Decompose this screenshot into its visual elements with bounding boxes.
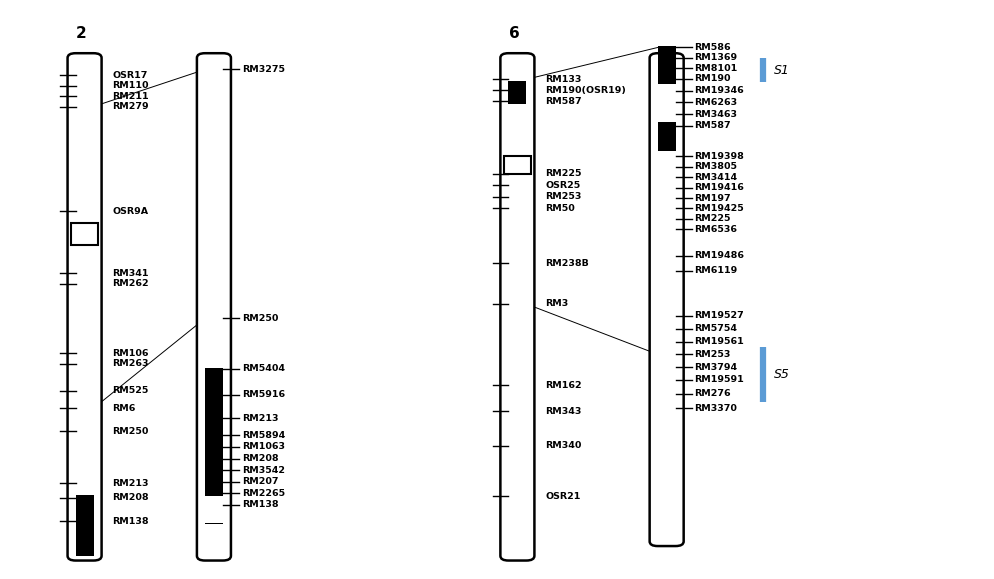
- Text: RM340: RM340: [545, 441, 581, 450]
- Text: RM276: RM276: [694, 389, 731, 398]
- Text: RM3542: RM3542: [242, 466, 284, 475]
- Text: RM3794: RM3794: [694, 362, 737, 372]
- Text: RM208: RM208: [242, 454, 278, 463]
- Bar: [205, 368, 223, 524]
- FancyBboxPatch shape: [500, 53, 534, 560]
- Text: RM50: RM50: [545, 204, 575, 213]
- Text: RM343: RM343: [545, 406, 581, 416]
- Text: RM525: RM525: [112, 386, 149, 395]
- Text: S1: S1: [773, 64, 789, 76]
- Text: RM110: RM110: [112, 81, 149, 90]
- Text: RM5916: RM5916: [242, 390, 284, 400]
- Text: RM6536: RM6536: [694, 225, 737, 234]
- Text: RM250: RM250: [112, 427, 149, 436]
- Text: RM5404: RM5404: [242, 364, 284, 373]
- Text: RM3414: RM3414: [694, 173, 737, 182]
- Text: RM3275: RM3275: [242, 65, 284, 74]
- Text: RM211: RM211: [112, 91, 149, 101]
- Bar: [657, 122, 675, 151]
- Text: RM2265: RM2265: [242, 489, 284, 498]
- Text: RM253: RM253: [694, 350, 731, 359]
- Text: RM225: RM225: [694, 214, 731, 223]
- Text: RM1369: RM1369: [694, 53, 737, 63]
- Text: RM586: RM586: [694, 43, 731, 52]
- Text: RM1063: RM1063: [242, 442, 284, 452]
- Text: RM3: RM3: [545, 299, 568, 309]
- Bar: [657, 84, 675, 122]
- Bar: [504, 156, 531, 174]
- Text: RM8101: RM8101: [694, 64, 737, 73]
- Bar: [508, 81, 526, 104]
- Text: RM190(OSR19): RM190(OSR19): [545, 86, 625, 95]
- Text: RM106: RM106: [112, 349, 149, 358]
- Text: RM587: RM587: [545, 97, 581, 106]
- FancyBboxPatch shape: [649, 53, 683, 546]
- Text: RM587: RM587: [694, 121, 731, 130]
- Text: RM138: RM138: [112, 516, 149, 526]
- Text: S5: S5: [773, 368, 789, 382]
- Text: RM162: RM162: [545, 380, 581, 390]
- Text: RM3370: RM3370: [694, 404, 737, 413]
- Text: RM19346: RM19346: [694, 86, 744, 96]
- Text: RM225: RM225: [545, 169, 581, 178]
- Text: RM5754: RM5754: [694, 324, 737, 334]
- Text: RM279: RM279: [112, 102, 149, 111]
- Text: RM197: RM197: [694, 193, 731, 203]
- Text: RM6263: RM6263: [694, 98, 737, 107]
- Text: RM238B: RM238B: [545, 259, 588, 268]
- Text: OSR21: OSR21: [545, 492, 580, 501]
- Text: RM3805: RM3805: [694, 162, 737, 171]
- Bar: [657, 46, 675, 84]
- Text: OSR25: OSR25: [545, 181, 580, 190]
- FancyBboxPatch shape: [68, 53, 101, 560]
- Text: RM213: RM213: [112, 479, 149, 488]
- Text: RM207: RM207: [242, 477, 278, 486]
- Text: RM190: RM190: [694, 74, 731, 83]
- Text: RM263: RM263: [112, 359, 149, 368]
- Text: OSR17: OSR17: [112, 71, 148, 80]
- Text: RM19425: RM19425: [694, 204, 744, 213]
- Text: 6: 6: [509, 25, 519, 41]
- Text: 2: 2: [77, 25, 86, 41]
- Text: RM253: RM253: [545, 192, 581, 201]
- FancyBboxPatch shape: [197, 53, 231, 560]
- Text: RM208: RM208: [112, 493, 149, 503]
- Text: RM19561: RM19561: [694, 337, 744, 346]
- Text: RM341: RM341: [112, 269, 149, 278]
- Bar: [205, 496, 223, 523]
- Text: RM19591: RM19591: [694, 375, 744, 384]
- Text: RM19486: RM19486: [694, 251, 744, 261]
- Text: RM250: RM250: [242, 314, 278, 323]
- Text: RM6: RM6: [112, 404, 135, 413]
- Text: RM19416: RM19416: [694, 183, 744, 192]
- Text: RM6119: RM6119: [694, 266, 737, 276]
- Text: RM19527: RM19527: [694, 311, 744, 320]
- Text: RM19398: RM19398: [694, 152, 744, 161]
- Text: RM3463: RM3463: [694, 109, 737, 119]
- Text: RM213: RM213: [242, 413, 278, 423]
- Text: RM133: RM133: [545, 75, 581, 84]
- Text: OSR9A: OSR9A: [112, 207, 148, 216]
- Bar: [76, 495, 93, 556]
- Text: RM5894: RM5894: [242, 431, 284, 440]
- Text: RM262: RM262: [112, 279, 149, 288]
- Bar: [72, 223, 97, 245]
- Text: RM138: RM138: [242, 500, 278, 510]
